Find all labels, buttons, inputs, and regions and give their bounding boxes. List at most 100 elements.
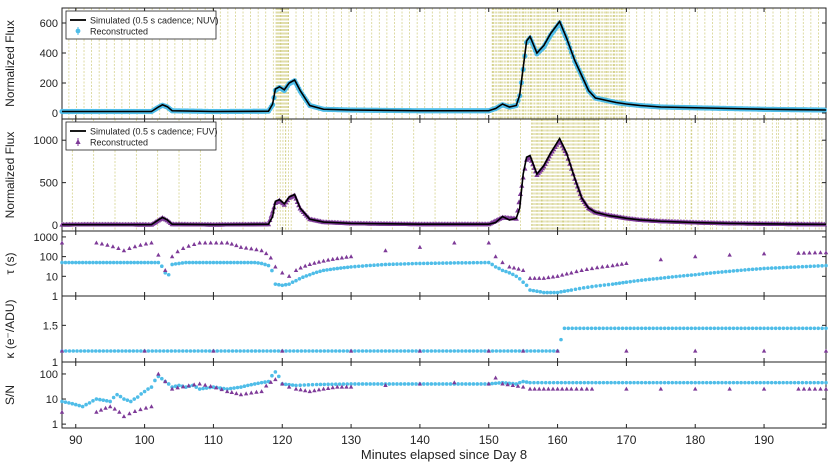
point-tau-fuv-46 bbox=[335, 256, 340, 261]
point-tau-nuv-80 bbox=[335, 266, 340, 271]
point-tau-fuv-39 bbox=[302, 263, 308, 268]
point-snr-fuv-7 bbox=[121, 414, 127, 419]
point-kappa-nuv-133 bbox=[566, 326, 571, 331]
point-tau-nuv-136 bbox=[542, 290, 546, 295]
point-tau-fuv-55 bbox=[500, 260, 505, 265]
point-tau-fuv-53 bbox=[486, 240, 491, 245]
point-tau-nuv-92 bbox=[379, 262, 384, 267]
x-tick-label-6: 150 bbox=[479, 433, 499, 447]
point-kappa-nuv-165 bbox=[689, 326, 694, 331]
point-tau-nuv-9 bbox=[91, 260, 95, 265]
point-snr-nuv-103 bbox=[429, 382, 434, 386]
y-tick-label-1-0: 0 bbox=[52, 220, 58, 232]
point-tau-nuv-208 bbox=[816, 264, 820, 268]
point-kappa-nuv-148 bbox=[624, 326, 629, 331]
point-snr-nuv-185 bbox=[739, 380, 743, 385]
point-tau-nuv-118 bbox=[479, 260, 483, 265]
point-snr-nuv-17 bbox=[118, 394, 123, 399]
point-tau-nuv-121 bbox=[490, 262, 494, 267]
point-snr-fuv-18 bbox=[186, 383, 191, 388]
point-kappa-fuv-4 bbox=[348, 348, 354, 353]
point-tau-fuv-76 bbox=[605, 263, 610, 268]
point-snr-nuv-166 bbox=[666, 380, 671, 385]
point-snr-fuv-82 bbox=[807, 386, 812, 391]
point-snr-fuv-12 bbox=[149, 404, 154, 409]
point-tau-nuv-6 bbox=[80, 260, 85, 265]
point-tau-nuv-54 bbox=[246, 260, 250, 265]
point-kappa-fuv-2 bbox=[211, 348, 216, 353]
point-tau-fuv-75 bbox=[600, 264, 605, 269]
point-kappa-nuv-97 bbox=[429, 349, 434, 353]
point-snr-nuv-135 bbox=[547, 380, 552, 385]
point-tau-fuv-19 bbox=[197, 240, 202, 245]
point-kappa-nuv-199 bbox=[820, 326, 824, 331]
point-tau-nuv-79 bbox=[332, 267, 336, 271]
point-kappa-nuv-189 bbox=[781, 326, 786, 331]
point-tau-nuv-183 bbox=[720, 270, 724, 274]
point-kappa-nuv-69 bbox=[322, 349, 327, 353]
point-kappa-nuv-92 bbox=[410, 349, 415, 353]
point-tau-nuv-91 bbox=[376, 263, 380, 267]
point-tau-nuv-159 bbox=[628, 279, 633, 284]
point-snr-nuv-203 bbox=[808, 380, 813, 385]
point-snr-nuv-21 bbox=[132, 397, 137, 401]
point-snr-nuv-90 bbox=[379, 382, 384, 386]
point-kappa-nuv-62 bbox=[295, 349, 300, 353]
point-tau-nuv-35 bbox=[180, 261, 185, 265]
point-tau-nuv-132 bbox=[528, 288, 532, 292]
point-kappa-nuv-186 bbox=[769, 326, 774, 331]
point-snr-fuv-72 bbox=[579, 386, 584, 391]
point-snr-nuv-74 bbox=[318, 382, 323, 387]
point-kappa-nuv-154 bbox=[647, 326, 652, 331]
point-snr-nuv-78 bbox=[333, 382, 338, 386]
point-kappa-nuv-24 bbox=[150, 349, 155, 353]
point-kappa-nuv-139 bbox=[589, 326, 594, 331]
point-tau-fuv-47 bbox=[339, 255, 345, 260]
point-kappa-nuv-60 bbox=[288, 349, 292, 353]
point-snr-nuv-128 bbox=[521, 379, 525, 384]
x-axis-label: Minutes elapsed since Day 8 bbox=[361, 447, 527, 462]
point-kappa-nuv-128 bbox=[548, 349, 552, 353]
point-tau-fuv-1 bbox=[94, 240, 99, 245]
point-snr-nuv-133 bbox=[540, 380, 544, 385]
point-tau-nuv-93 bbox=[383, 262, 388, 267]
point-tau-nuv-191 bbox=[750, 267, 755, 272]
point-kappa-nuv-118 bbox=[509, 349, 514, 353]
point-tau-fuv-44 bbox=[325, 257, 331, 262]
point-snr-fuv-71 bbox=[574, 386, 579, 391]
point-snr-nuv-179 bbox=[716, 380, 720, 385]
point-snr-fuv-66 bbox=[550, 386, 556, 391]
y-axis-label-fuv-flux: Normalized Flux bbox=[3, 132, 17, 219]
point-tau-nuv-89 bbox=[368, 263, 373, 268]
point-tau-nuv-190 bbox=[746, 267, 751, 272]
point-kappa-nuv-135 bbox=[574, 326, 578, 331]
point-tau-nuv-95 bbox=[391, 262, 395, 267]
point-tau-fuv-20 bbox=[202, 240, 208, 245]
point-snr-nuv-85 bbox=[360, 382, 365, 386]
point-kappa-nuv-107 bbox=[467, 349, 472, 353]
point-kappa-nuv-31 bbox=[177, 349, 181, 353]
point-kappa-nuv-2 bbox=[67, 349, 72, 353]
point-kappa-nuv-129 bbox=[551, 349, 556, 353]
point-snr-nuv-3 bbox=[70, 401, 75, 406]
point-snr-nuv-51 bbox=[235, 385, 240, 390]
point-snr-nuv-145 bbox=[586, 380, 590, 385]
point-snr-nuv-49 bbox=[228, 386, 233, 391]
point-tau-fuv-21 bbox=[208, 240, 213, 245]
point-tau-fuv-3 bbox=[105, 242, 110, 247]
point-snr-nuv-57 bbox=[256, 381, 260, 386]
point-snr-fuv-47 bbox=[335, 384, 340, 389]
point-kappa-fuv-0 bbox=[59, 348, 65, 353]
point-kappa-nuv-183 bbox=[758, 326, 763, 331]
point-tau-fuv-71 bbox=[579, 267, 584, 272]
point-tau-nuv-81 bbox=[338, 266, 343, 270]
point-tau-nuv-114 bbox=[463, 260, 468, 265]
point-tau-nuv-209 bbox=[820, 263, 824, 268]
point-tau-nuv-32 bbox=[170, 262, 174, 267]
point-kappa-nuv-83 bbox=[376, 349, 380, 353]
point-tau-nuv-176 bbox=[693, 272, 698, 277]
point-tau-fuv-59 bbox=[520, 267, 526, 272]
point-tau-nuv-86 bbox=[356, 264, 361, 269]
x-tick-label-1: 100 bbox=[135, 433, 155, 447]
point-tau-nuv-153 bbox=[606, 282, 611, 287]
